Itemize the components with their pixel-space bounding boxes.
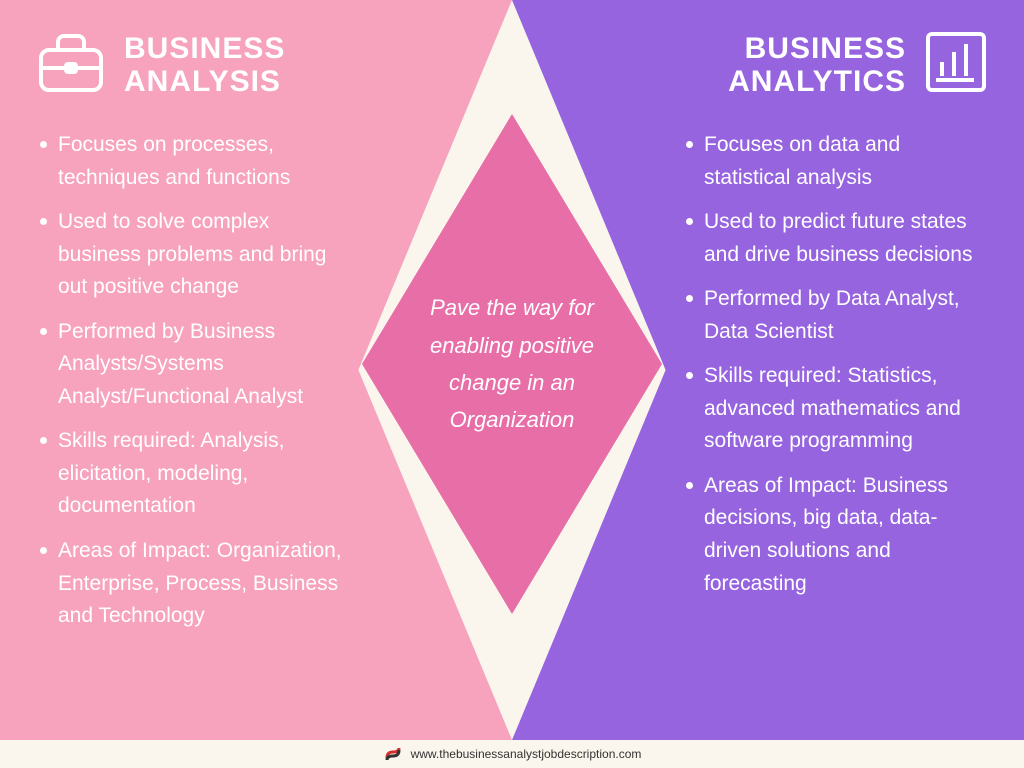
bullets-right: Focuses on data and statistical analysis… [682, 129, 988, 600]
list-item: Areas of Impact: Business decisions, big… [682, 470, 988, 600]
title-left-line2: ANALYSIS [124, 65, 285, 98]
title-left: BUSINESS ANALYSIS [124, 32, 285, 98]
list-item: Performed by Data Analyst, Data Scientis… [682, 283, 988, 348]
title-right: BUSINESS ANALYTICS [728, 32, 906, 98]
briefcase-icon [36, 30, 106, 99]
header-right: BUSINESS ANALYTICS [682, 30, 988, 99]
footer: www.thebusinessanalystjobdescription.com [0, 740, 1024, 768]
title-right-line1: BUSINESS [728, 32, 906, 65]
header-left: BUSINESS ANALYSIS [36, 30, 342, 99]
logo-icon [383, 744, 403, 764]
list-item: Performed by Business Analysts/Systems A… [36, 316, 342, 414]
list-item: Used to solve complex business problems … [36, 206, 342, 304]
list-item: Skills required: Analysis, elicitation, … [36, 425, 342, 523]
footer-url: www.thebusinessanalystjobdescription.com [411, 747, 642, 761]
list-item: Used to predict future states and drive … [682, 206, 988, 271]
list-item: Focuses on data and statistical analysis [682, 129, 988, 194]
list-item: Focuses on processes, techniques and fun… [36, 129, 342, 194]
title-left-line1: BUSINESS [124, 32, 285, 65]
bullets-left: Focuses on processes, techniques and fun… [36, 129, 342, 633]
bar-chart-icon [924, 30, 988, 99]
list-item: Skills required: Statistics, advanced ma… [682, 360, 988, 458]
list-item: Areas of Impact: Organization, Enterpris… [36, 535, 342, 633]
title-right-line2: ANALYTICS [728, 65, 906, 98]
center-text: Pave the way for enabling positive chang… [412, 289, 612, 439]
